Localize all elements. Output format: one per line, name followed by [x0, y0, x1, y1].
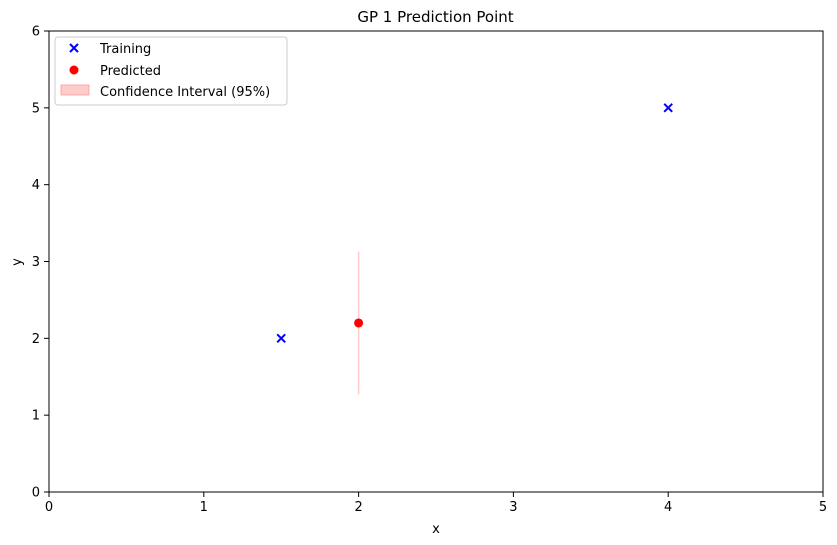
- legend-item-predicted: Predicted: [69, 64, 161, 79]
- training-point: [276, 333, 286, 344]
- data-points-group: [276, 103, 673, 344]
- legend-confidence-label: Confidence Interval (95%): [100, 85, 270, 100]
- x-tick-label: 0: [45, 500, 53, 515]
- legend-training-marker: [69, 43, 79, 53]
- legend: Training Predicted Confidence Interval (…: [54, 36, 288, 106]
- axis-ticks-group: 0 1 2 3 4 5 0 1 2 3 4 5 6: [32, 25, 827, 516]
- x-tick-label: 5: [819, 500, 827, 515]
- predicted-point: [354, 318, 364, 328]
- x-tick-label: 2: [354, 500, 362, 515]
- legend-training-label: Training: [99, 42, 151, 57]
- x-tick-label: 4: [664, 500, 672, 515]
- y-tick-label: 1: [32, 409, 40, 424]
- legend-item-training: Training: [69, 42, 151, 57]
- y-tick-label: 3: [32, 255, 40, 270]
- chart-title: GP 1 Prediction Point: [357, 8, 513, 26]
- y-tick-label: 2: [32, 332, 40, 347]
- legend-predicted-label: Predicted: [100, 64, 161, 79]
- y-tick-label: 4: [32, 178, 40, 193]
- training-point: [663, 103, 673, 113]
- legend-item-confidence-interval: Confidence Interval (95%): [60, 84, 270, 100]
- y-tick-label: 5: [32, 101, 40, 116]
- legend-box: [54, 36, 288, 106]
- legend-confidence-swatch: [60, 84, 90, 96]
- y-axis-label: y: [10, 258, 25, 266]
- y-tick-label: 0: [32, 486, 40, 501]
- x-tick-label: 3: [509, 500, 517, 515]
- x-axis-label: x: [432, 522, 440, 537]
- y-tick-label: 6: [32, 25, 40, 40]
- x-tick-label: 1: [200, 500, 208, 515]
- legend-predicted-marker: [69, 65, 79, 75]
